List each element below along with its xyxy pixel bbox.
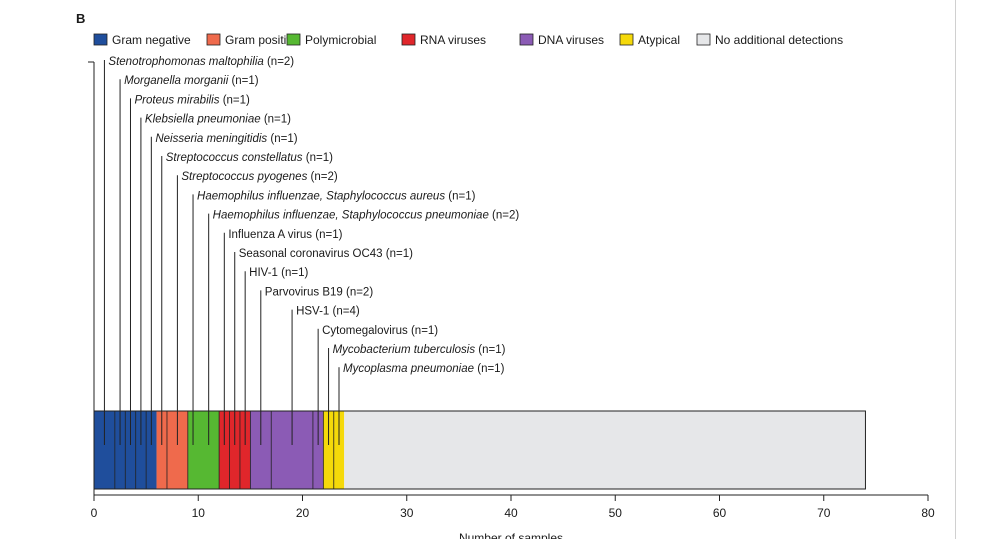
annotation-count: (n=1) bbox=[315, 229, 342, 241]
x-tick-label: 80 bbox=[921, 506, 935, 520]
x-tick-label: 0 bbox=[91, 506, 98, 520]
annotation-count: (n=2) bbox=[267, 56, 294, 68]
bar-segment-polymicrobial bbox=[187, 411, 220, 489]
annotation-organism: Haemophilus influenzae, Staphylococcus a… bbox=[197, 190, 448, 202]
x-axis: 0 10 20 30 40 50 60 70 80 bbox=[91, 494, 935, 520]
annotation-count: (n=1) bbox=[478, 344, 505, 356]
annotation-label: Mycobacterium tuberculosis (n=1) bbox=[333, 344, 506, 356]
annotation-organism: Morganella morganii bbox=[124, 75, 231, 87]
annotation-count: (n=1) bbox=[448, 190, 475, 202]
annotation-label: Neisseria meningitidis (n=1) bbox=[155, 133, 297, 145]
annotation-label: Haemophilus influenzae, Staphylococcus a… bbox=[197, 190, 476, 202]
annotation-organism: HSV-1 bbox=[296, 306, 332, 318]
annotation-label: HIV-1 (n=1) bbox=[249, 267, 308, 279]
x-tick-label: 40 bbox=[504, 506, 518, 520]
x-tick-label: 30 bbox=[400, 506, 414, 520]
annotation-label: Klebsiella pneumoniae (n=1) bbox=[145, 114, 291, 126]
x-tick-label: 60 bbox=[713, 506, 727, 520]
annotation-count: (n=1) bbox=[306, 152, 333, 164]
annotation-label: Parvovirus B19 (n=2) bbox=[265, 286, 374, 298]
page-edge-divider bbox=[955, 0, 956, 539]
annotation-organism: Haemophilus influenzae, Staphylococcus p… bbox=[213, 210, 492, 222]
annotation-count: (n=4) bbox=[333, 306, 360, 318]
legend-label-polymicrobial: Polymicrobial bbox=[305, 33, 376, 47]
annotation-count: (n=1) bbox=[231, 75, 258, 87]
annotation-count: (n=1) bbox=[264, 114, 291, 126]
annotation-label: Proteus mirabilis (n=1) bbox=[134, 94, 250, 106]
legend-label-gram-positive: Gram positive bbox=[225, 33, 299, 47]
bar-dividers bbox=[114, 411, 335, 489]
legend-swatch-gram-negative bbox=[93, 33, 108, 46]
annotation-count: (n=1) bbox=[223, 94, 250, 106]
annotation-label: Stenotrophomonas maltophilia (n=2) bbox=[108, 56, 294, 68]
annotation-label: Seasonal coronavirus OC43 (n=1) bbox=[239, 248, 413, 260]
annotation-count: (n=2) bbox=[311, 171, 338, 183]
annotation-organism: Mycobacterium tuberculosis bbox=[333, 344, 479, 356]
panel-label: B bbox=[76, 11, 85, 26]
annotation-organism: Seasonal coronavirus OC43 bbox=[239, 248, 386, 260]
annotation-organism: HIV-1 bbox=[249, 267, 281, 279]
annotation-organism: Streptococcus constellatus bbox=[166, 152, 306, 164]
annotation-label: Haemophilus influenzae, Staphylococcus p… bbox=[213, 210, 520, 222]
annotation-label: HSV-1 (n=4) bbox=[296, 306, 360, 318]
legend-swatch-atypical bbox=[619, 33, 634, 46]
annotation-organism: Proteus mirabilis bbox=[134, 94, 222, 106]
annotation-organism: Streptococcus pyogenes bbox=[181, 171, 310, 183]
bar-segment-gram-positive bbox=[156, 411, 188, 489]
x-tick-label: 50 bbox=[609, 506, 623, 520]
annotation-count: (n=1) bbox=[281, 267, 308, 279]
annotation-label: Streptococcus pyogenes (n=2) bbox=[181, 171, 337, 183]
legend-swatch-polymicrobial bbox=[286, 33, 301, 46]
annotation-count: (n=2) bbox=[346, 286, 373, 298]
legend-swatch-dna-viruses bbox=[519, 33, 534, 46]
annotation-organism: Stenotrophomonas maltophilia bbox=[108, 56, 267, 68]
legend-label-gram-negative: Gram negative bbox=[112, 33, 191, 47]
legend-swatch-gram-positive bbox=[206, 33, 221, 46]
annotation-label: Cytomegalovirus (n=1) bbox=[322, 325, 438, 337]
x-tick-label: 10 bbox=[192, 506, 206, 520]
x-axis-label: Number of samples bbox=[459, 531, 563, 539]
legend-swatch-rna-viruses bbox=[401, 33, 416, 46]
annotation-count: (n=1) bbox=[411, 325, 438, 337]
annotation-organism: Neisseria meningitidis bbox=[155, 133, 270, 145]
legend-label-no-detection: No additional detections bbox=[715, 33, 843, 47]
legend-swatch-no-detection bbox=[696, 33, 711, 46]
annotation-organism: Klebsiella pneumoniae bbox=[145, 114, 264, 126]
annotation-label: Mycoplasma pneumoniae (n=1) bbox=[343, 363, 505, 375]
bar-segment-dna-viruses bbox=[250, 411, 324, 489]
bar-segment-no-detection bbox=[344, 411, 866, 489]
annotation-count: (n=1) bbox=[477, 363, 504, 375]
annotation-label: Morganella morganii (n=1) bbox=[124, 75, 259, 87]
annotation-count: (n=1) bbox=[270, 133, 297, 145]
annotation-organism: Influenza A virus bbox=[228, 229, 315, 241]
legend-label-rna-viruses: RNA viruses bbox=[420, 33, 486, 47]
legend: Gram negative Gram positive Polymicrobial R… bbox=[93, 33, 843, 47]
x-tick-label: 70 bbox=[817, 506, 831, 520]
legend-label-dna-viruses: DNA viruses bbox=[538, 33, 604, 47]
bar-segments bbox=[93, 410, 866, 490]
x-tick-label: 20 bbox=[296, 506, 310, 520]
annotation-label: Streptococcus constellatus (n=1) bbox=[166, 152, 333, 164]
annotation-organism: Parvovirus B19 bbox=[265, 286, 346, 298]
annotation-count: (n=2) bbox=[492, 210, 519, 222]
annotation-organism: Cytomegalovirus bbox=[322, 325, 411, 337]
annotation-organism: Mycoplasma pneumoniae bbox=[343, 363, 477, 375]
annotation-count: (n=1) bbox=[386, 248, 413, 260]
legend-label-atypical: Atypical bbox=[638, 33, 680, 47]
annotation-label: Influenza A virus (n=1) bbox=[228, 229, 342, 241]
annotations: Stenotrophomonas maltophilia (n=2) Morgan… bbox=[88, 56, 519, 495]
